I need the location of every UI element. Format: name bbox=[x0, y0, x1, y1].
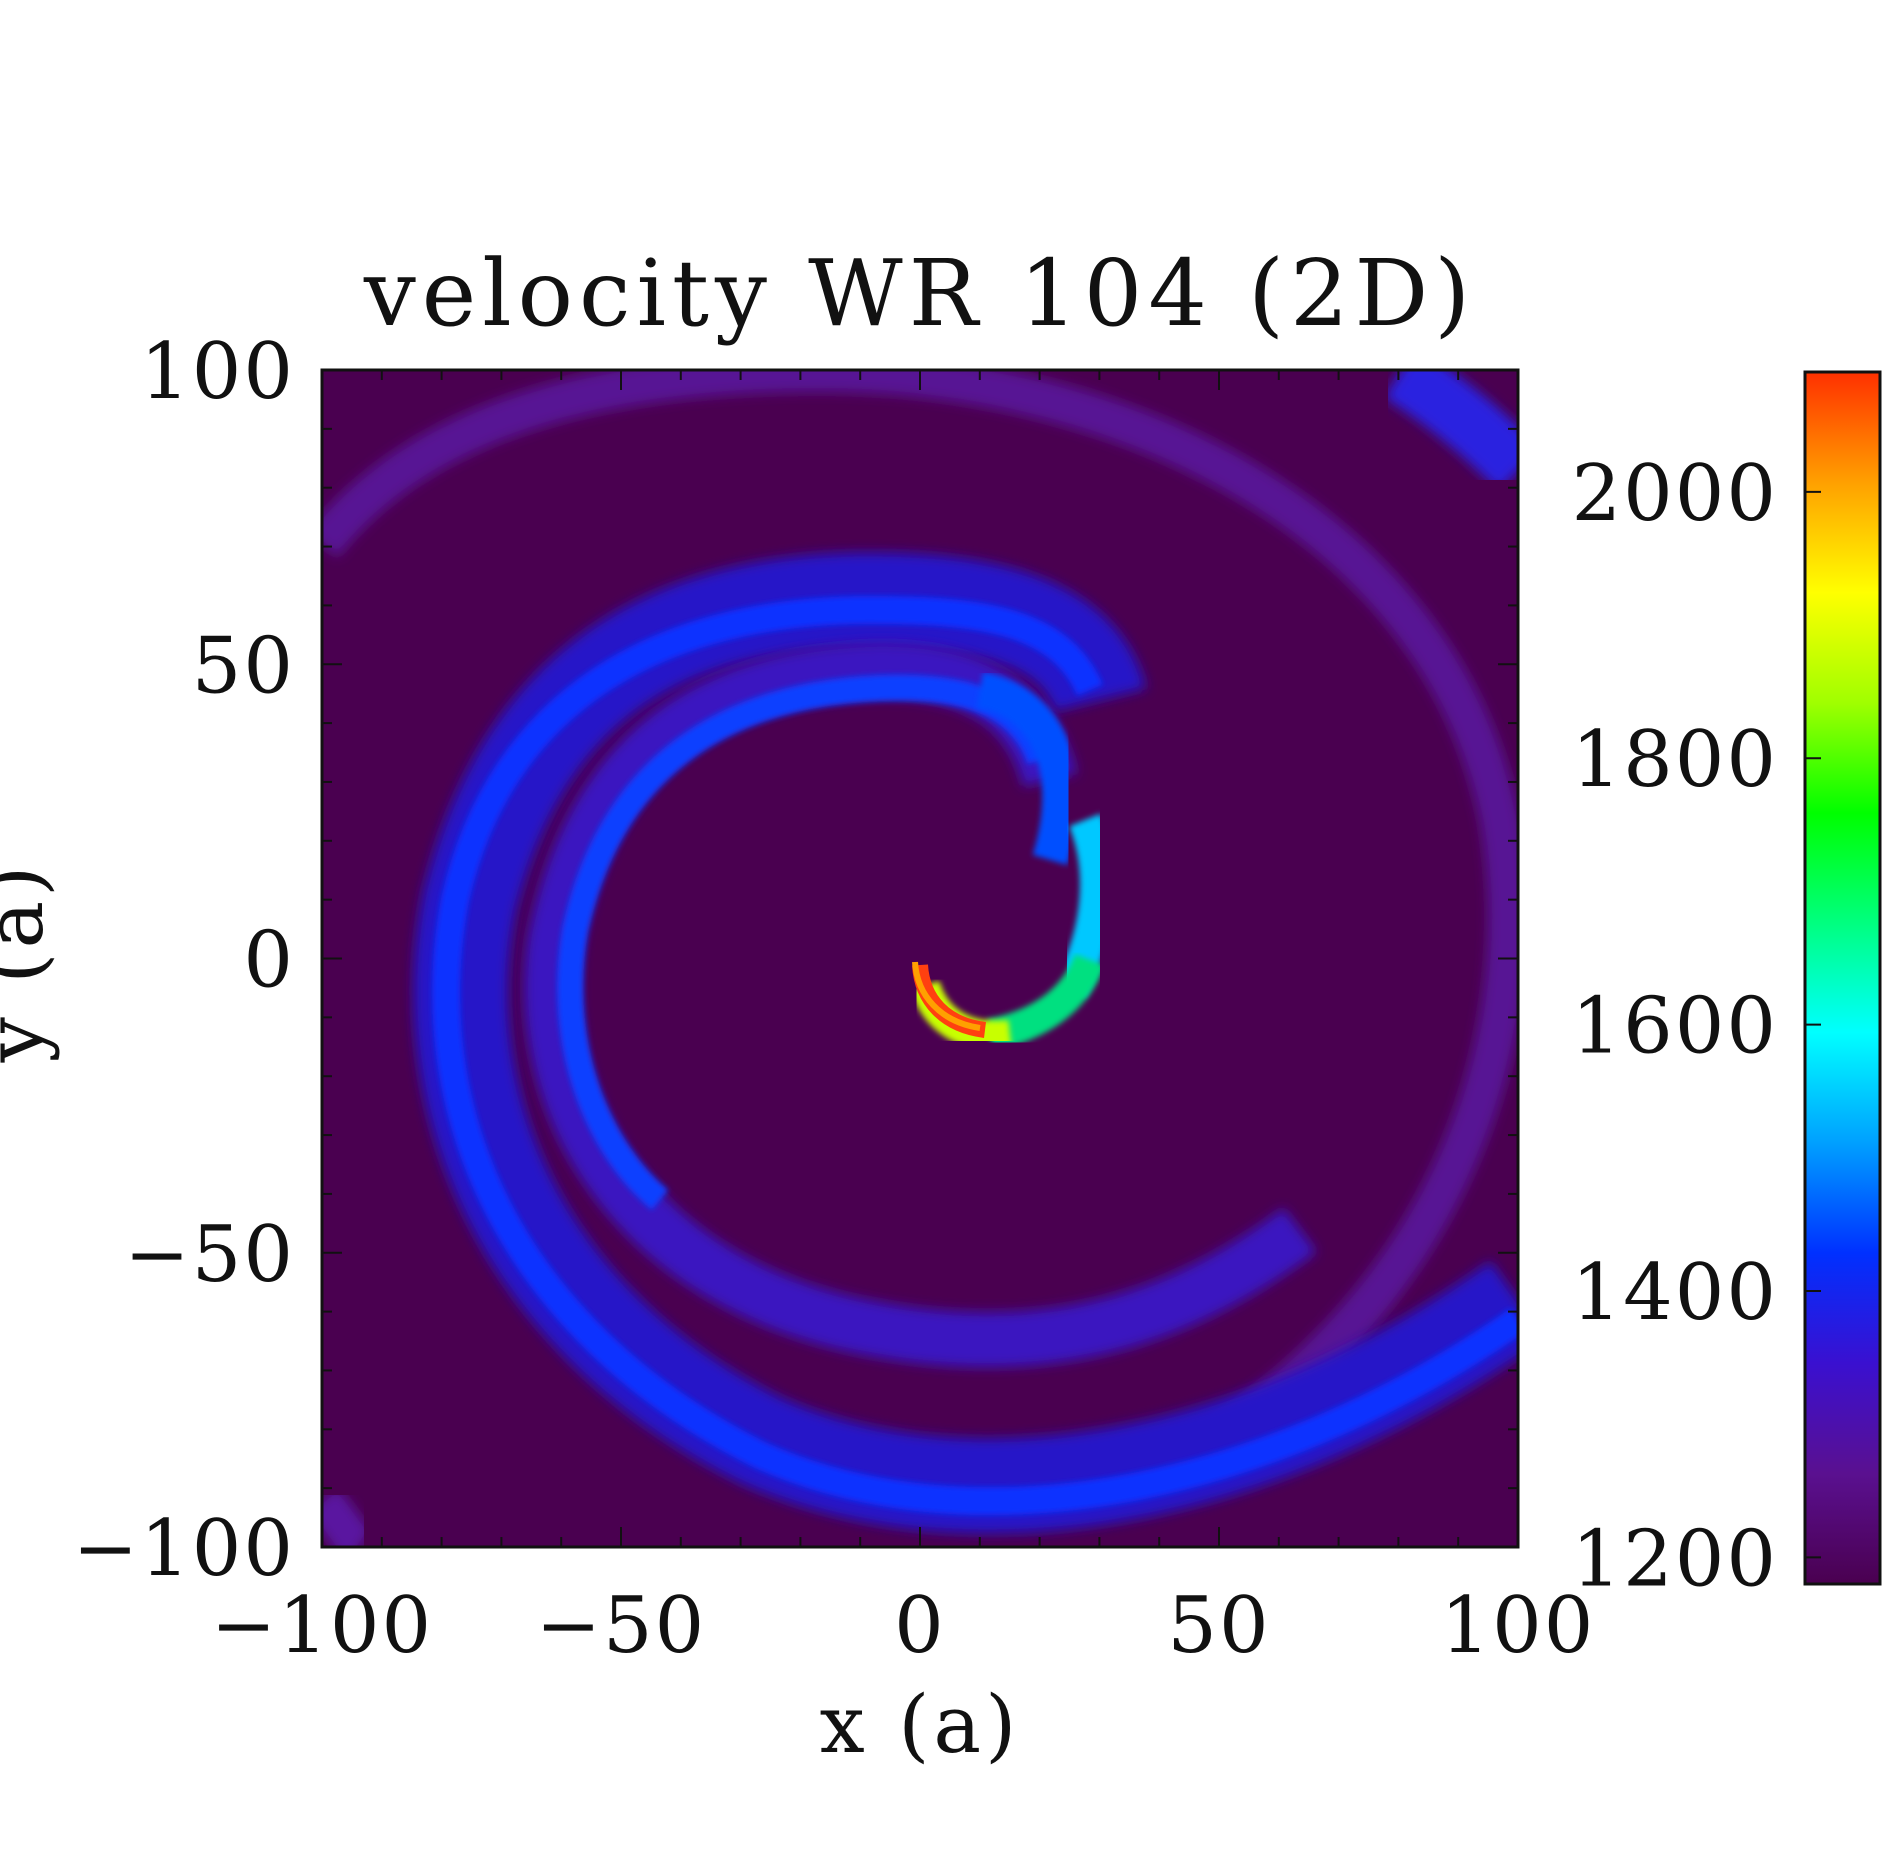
x-tick-label: −50 bbox=[536, 1581, 707, 1671]
colorbar-tick-labels: 2000 1800 1600 1400 1200 bbox=[1571, 449, 1778, 1604]
colorbar bbox=[1803, 370, 1882, 1586]
colorbar-tick-label: 1200 bbox=[1571, 1514, 1778, 1604]
colorbar-ticks bbox=[1805, 490, 1821, 1559]
outer-corner-arm bbox=[1383, 370, 1518, 492]
colorbar-tick-label: 1600 bbox=[1571, 982, 1778, 1072]
colorbar-tick-label: 1400 bbox=[1571, 1248, 1778, 1338]
y-ticks bbox=[322, 369, 1518, 1548]
y-tick-label: 50 bbox=[192, 621, 295, 711]
x-tick-labels: −100 −50 0 50 100 bbox=[211, 1581, 1596, 1671]
outer-faint-arm bbox=[322, 370, 1518, 1478]
outer-spiral-arm-edge bbox=[432, 595, 1518, 1516]
heatmap-field bbox=[322, 370, 1518, 1547]
lower-left-glow bbox=[322, 1486, 373, 1547]
colorbar-tick-label: 2000 bbox=[1571, 449, 1778, 539]
x-tick-label: −100 bbox=[211, 1581, 433, 1671]
inner-arm-blue bbox=[976, 672, 1079, 866]
x-tick-label: 0 bbox=[894, 1581, 946, 1671]
x-tick-label: 50 bbox=[1167, 1581, 1270, 1671]
y-axis-label: y (a) bbox=[0, 862, 61, 1064]
inner-arm-orange bbox=[912, 961, 981, 1031]
colorbar-tick-label: 1800 bbox=[1571, 715, 1778, 805]
chart-title: velocity WR 104 (2D) bbox=[363, 240, 1476, 347]
x-tick-label: 100 bbox=[1441, 1581, 1596, 1671]
y-tick-label: −100 bbox=[73, 1504, 295, 1594]
y-tick-label: 100 bbox=[140, 327, 295, 417]
x-ticks bbox=[321, 370, 1519, 1547]
y-tick-labels: 100 50 0 −50 −100 bbox=[73, 327, 295, 1594]
y-tick-label: −50 bbox=[124, 1210, 295, 1300]
middle-spiral-arm-edge bbox=[557, 674, 1053, 1210]
y-tick-label: 0 bbox=[243, 916, 295, 1006]
x-axis-label: x (a) bbox=[820, 1678, 1021, 1771]
middle-spiral-arm bbox=[524, 642, 1317, 1368]
